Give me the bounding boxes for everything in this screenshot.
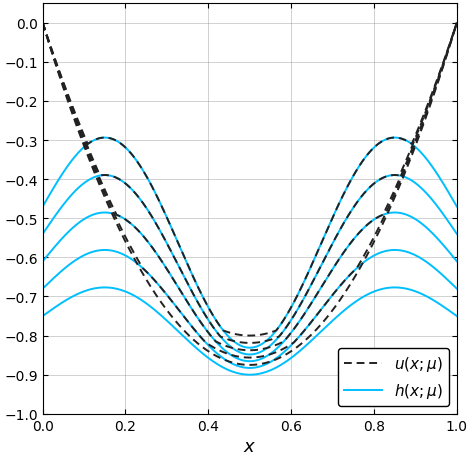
X-axis label: $x$: $x$ <box>243 437 256 455</box>
Legend: $u(x; \mu)$, $h(x; \mu)$: $u(x; \mu)$, $h(x; \mu)$ <box>337 348 449 406</box>
